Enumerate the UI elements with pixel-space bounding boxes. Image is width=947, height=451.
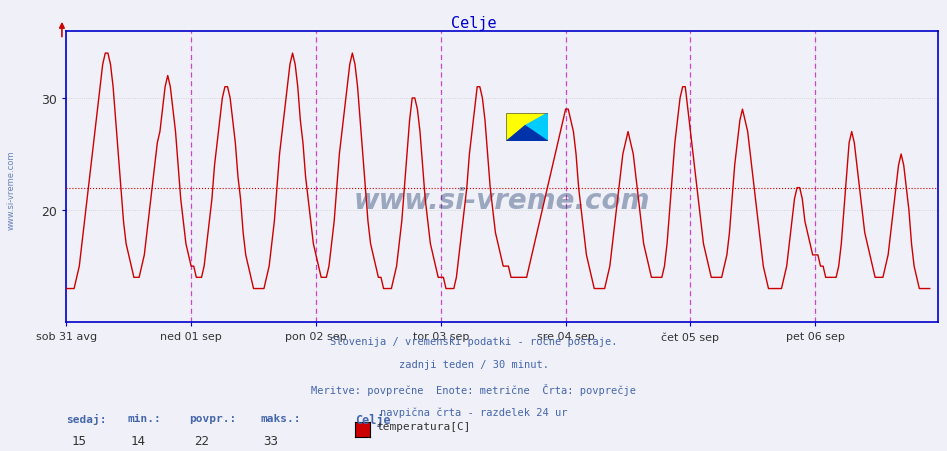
Polygon shape [507, 126, 548, 142]
Text: www.si-vreme.com: www.si-vreme.com [353, 186, 651, 214]
Text: min.:: min.: [128, 413, 162, 423]
Text: maks.:: maks.: [260, 413, 301, 423]
Text: navpična črta - razdelek 24 ur: navpična črta - razdelek 24 ur [380, 406, 567, 417]
Text: povpr.:: povpr.: [189, 413, 237, 423]
Text: Celje: Celje [451, 16, 496, 31]
Polygon shape [525, 114, 548, 142]
Polygon shape [507, 114, 548, 142]
Text: 33: 33 [263, 434, 278, 447]
Text: Slovenija / vremenski podatki - ročne postaje.: Slovenija / vremenski podatki - ročne po… [330, 336, 617, 346]
Text: 22: 22 [194, 434, 209, 447]
Text: zadnji teden / 30 minut.: zadnji teden / 30 minut. [399, 359, 548, 369]
Text: Meritve: povprečne  Enote: metrične  Črta: povprečje: Meritve: povprečne Enote: metrične Črta:… [311, 383, 636, 395]
Text: temperatura[C]: temperatura[C] [376, 421, 471, 431]
Text: www.si-vreme.com: www.si-vreme.com [7, 150, 16, 229]
Text: sedaj:: sedaj: [66, 413, 107, 423]
Text: 14: 14 [131, 434, 146, 447]
Text: 15: 15 [71, 434, 86, 447]
Text: Celje: Celje [355, 413, 391, 426]
